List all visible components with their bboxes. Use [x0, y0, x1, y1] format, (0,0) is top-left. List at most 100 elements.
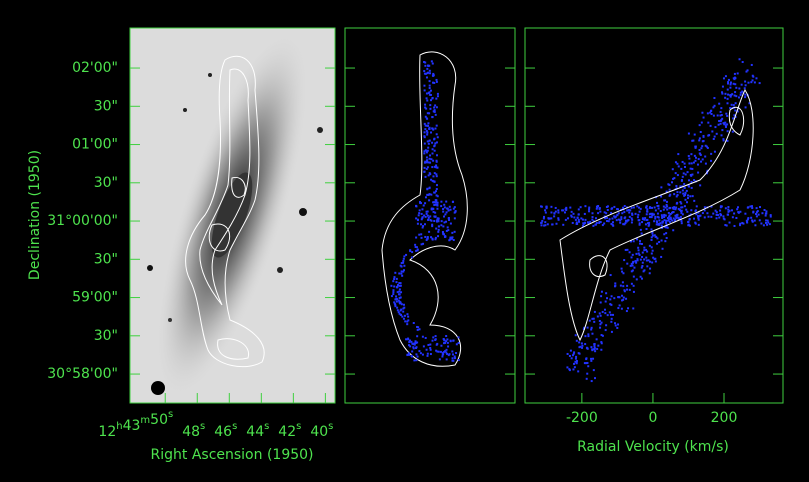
- emission-dot: [442, 351, 445, 354]
- emission-dot: [662, 208, 665, 211]
- emission-dot: [577, 220, 580, 223]
- emission-dot: [611, 221, 614, 224]
- emission-dot: [724, 75, 727, 78]
- emission-dot: [763, 208, 766, 211]
- emission-dot: [423, 84, 426, 87]
- emission-dot: [413, 359, 416, 362]
- emission-dot: [553, 212, 556, 215]
- emission-dot: [652, 256, 655, 259]
- emission-dot: [717, 123, 720, 126]
- emission-dot: [733, 76, 736, 79]
- emission-dot: [710, 205, 713, 208]
- emission-dot: [425, 348, 428, 351]
- emission-dot: [608, 218, 611, 221]
- emission-dot: [429, 104, 432, 107]
- emission-dot: [427, 122, 430, 125]
- emission-dot: [599, 301, 602, 304]
- emission-dot: [734, 83, 737, 86]
- emission-dot: [402, 261, 405, 264]
- emission-dot: [597, 212, 600, 215]
- emission-dot: [764, 221, 767, 224]
- emission-dot: [390, 295, 393, 298]
- emission-dot: [617, 296, 620, 299]
- emission-dot: [753, 219, 756, 222]
- emission-dot: [436, 350, 439, 353]
- emission-dot: [554, 206, 557, 209]
- emission-dot: [648, 223, 651, 226]
- emission-dot: [669, 216, 672, 219]
- emission-dot: [405, 338, 408, 341]
- emission-dot: [436, 203, 439, 206]
- emission-dot: [403, 314, 406, 317]
- emission-dot: [734, 109, 737, 112]
- emission-dot: [575, 361, 578, 364]
- emission-dot: [724, 92, 727, 95]
- emission-dot: [654, 217, 657, 220]
- emission-dot: [706, 146, 709, 149]
- emission-dot: [665, 236, 668, 239]
- emission-dot: [433, 203, 436, 206]
- emission-dot: [680, 222, 683, 225]
- emission-dot: [448, 218, 451, 221]
- emission-dot: [434, 215, 437, 218]
- emission-dot: [397, 311, 400, 314]
- emission-dot: [660, 255, 663, 258]
- emission-dot: [721, 91, 724, 94]
- emission-dot: [448, 353, 451, 356]
- emission-dot: [426, 354, 429, 357]
- emission-dot: [429, 346, 432, 349]
- emission-dot: [646, 210, 649, 213]
- emission-dot: [730, 103, 733, 106]
- emission-dot: [423, 166, 426, 169]
- emission-dot: [765, 219, 768, 222]
- emission-dot: [606, 297, 609, 300]
- emission-dot: [621, 206, 624, 209]
- emission-dot: [435, 141, 438, 144]
- emission-dot: [562, 223, 565, 226]
- emission-dot: [436, 95, 439, 98]
- emission-dot: [630, 282, 633, 285]
- emission-dot: [686, 171, 689, 174]
- emission-dot: [676, 191, 679, 194]
- emission-dot: [415, 353, 418, 356]
- emission-dot: [715, 217, 718, 220]
- emission-dot: [432, 175, 435, 178]
- contour: [559, 88, 754, 342]
- emission-dot: [750, 205, 753, 208]
- emission-dot: [445, 220, 448, 223]
- emission-dot: [435, 164, 438, 167]
- emission-dot: [581, 346, 584, 349]
- emission-dot: [423, 89, 426, 92]
- y-tick-label: 30": [94, 328, 118, 344]
- emission-dot: [436, 136, 439, 139]
- emission-dot: [728, 221, 731, 224]
- emission-dot: [610, 330, 613, 333]
- emission-dot: [669, 218, 672, 221]
- emission-dot: [402, 257, 405, 260]
- emission-dot: [450, 237, 453, 240]
- emission-dot: [424, 103, 427, 106]
- emission-dot: [611, 313, 614, 316]
- emission-dot: [392, 289, 395, 292]
- emission-dot: [727, 208, 730, 211]
- emission-dot: [585, 377, 588, 380]
- emission-dot: [421, 208, 424, 211]
- x-tick-label: 44s: [246, 421, 269, 440]
- emission-dot: [423, 136, 426, 139]
- emission-dot: [444, 235, 447, 238]
- emission-dot: [418, 350, 421, 353]
- emission-dot: [591, 332, 594, 335]
- emission-dot: [396, 309, 399, 312]
- emission-dot: [618, 304, 621, 307]
- emission-dot: [437, 220, 440, 223]
- emission-dot: [645, 259, 648, 262]
- emission-dot: [575, 339, 578, 342]
- emission-dot: [661, 220, 664, 223]
- emission-dot: [402, 259, 405, 262]
- emission-dot: [588, 208, 591, 211]
- emission-dot: [563, 211, 566, 214]
- emission-dot: [416, 218, 419, 221]
- emission-dot: [713, 104, 716, 107]
- emission-dot: [566, 217, 569, 220]
